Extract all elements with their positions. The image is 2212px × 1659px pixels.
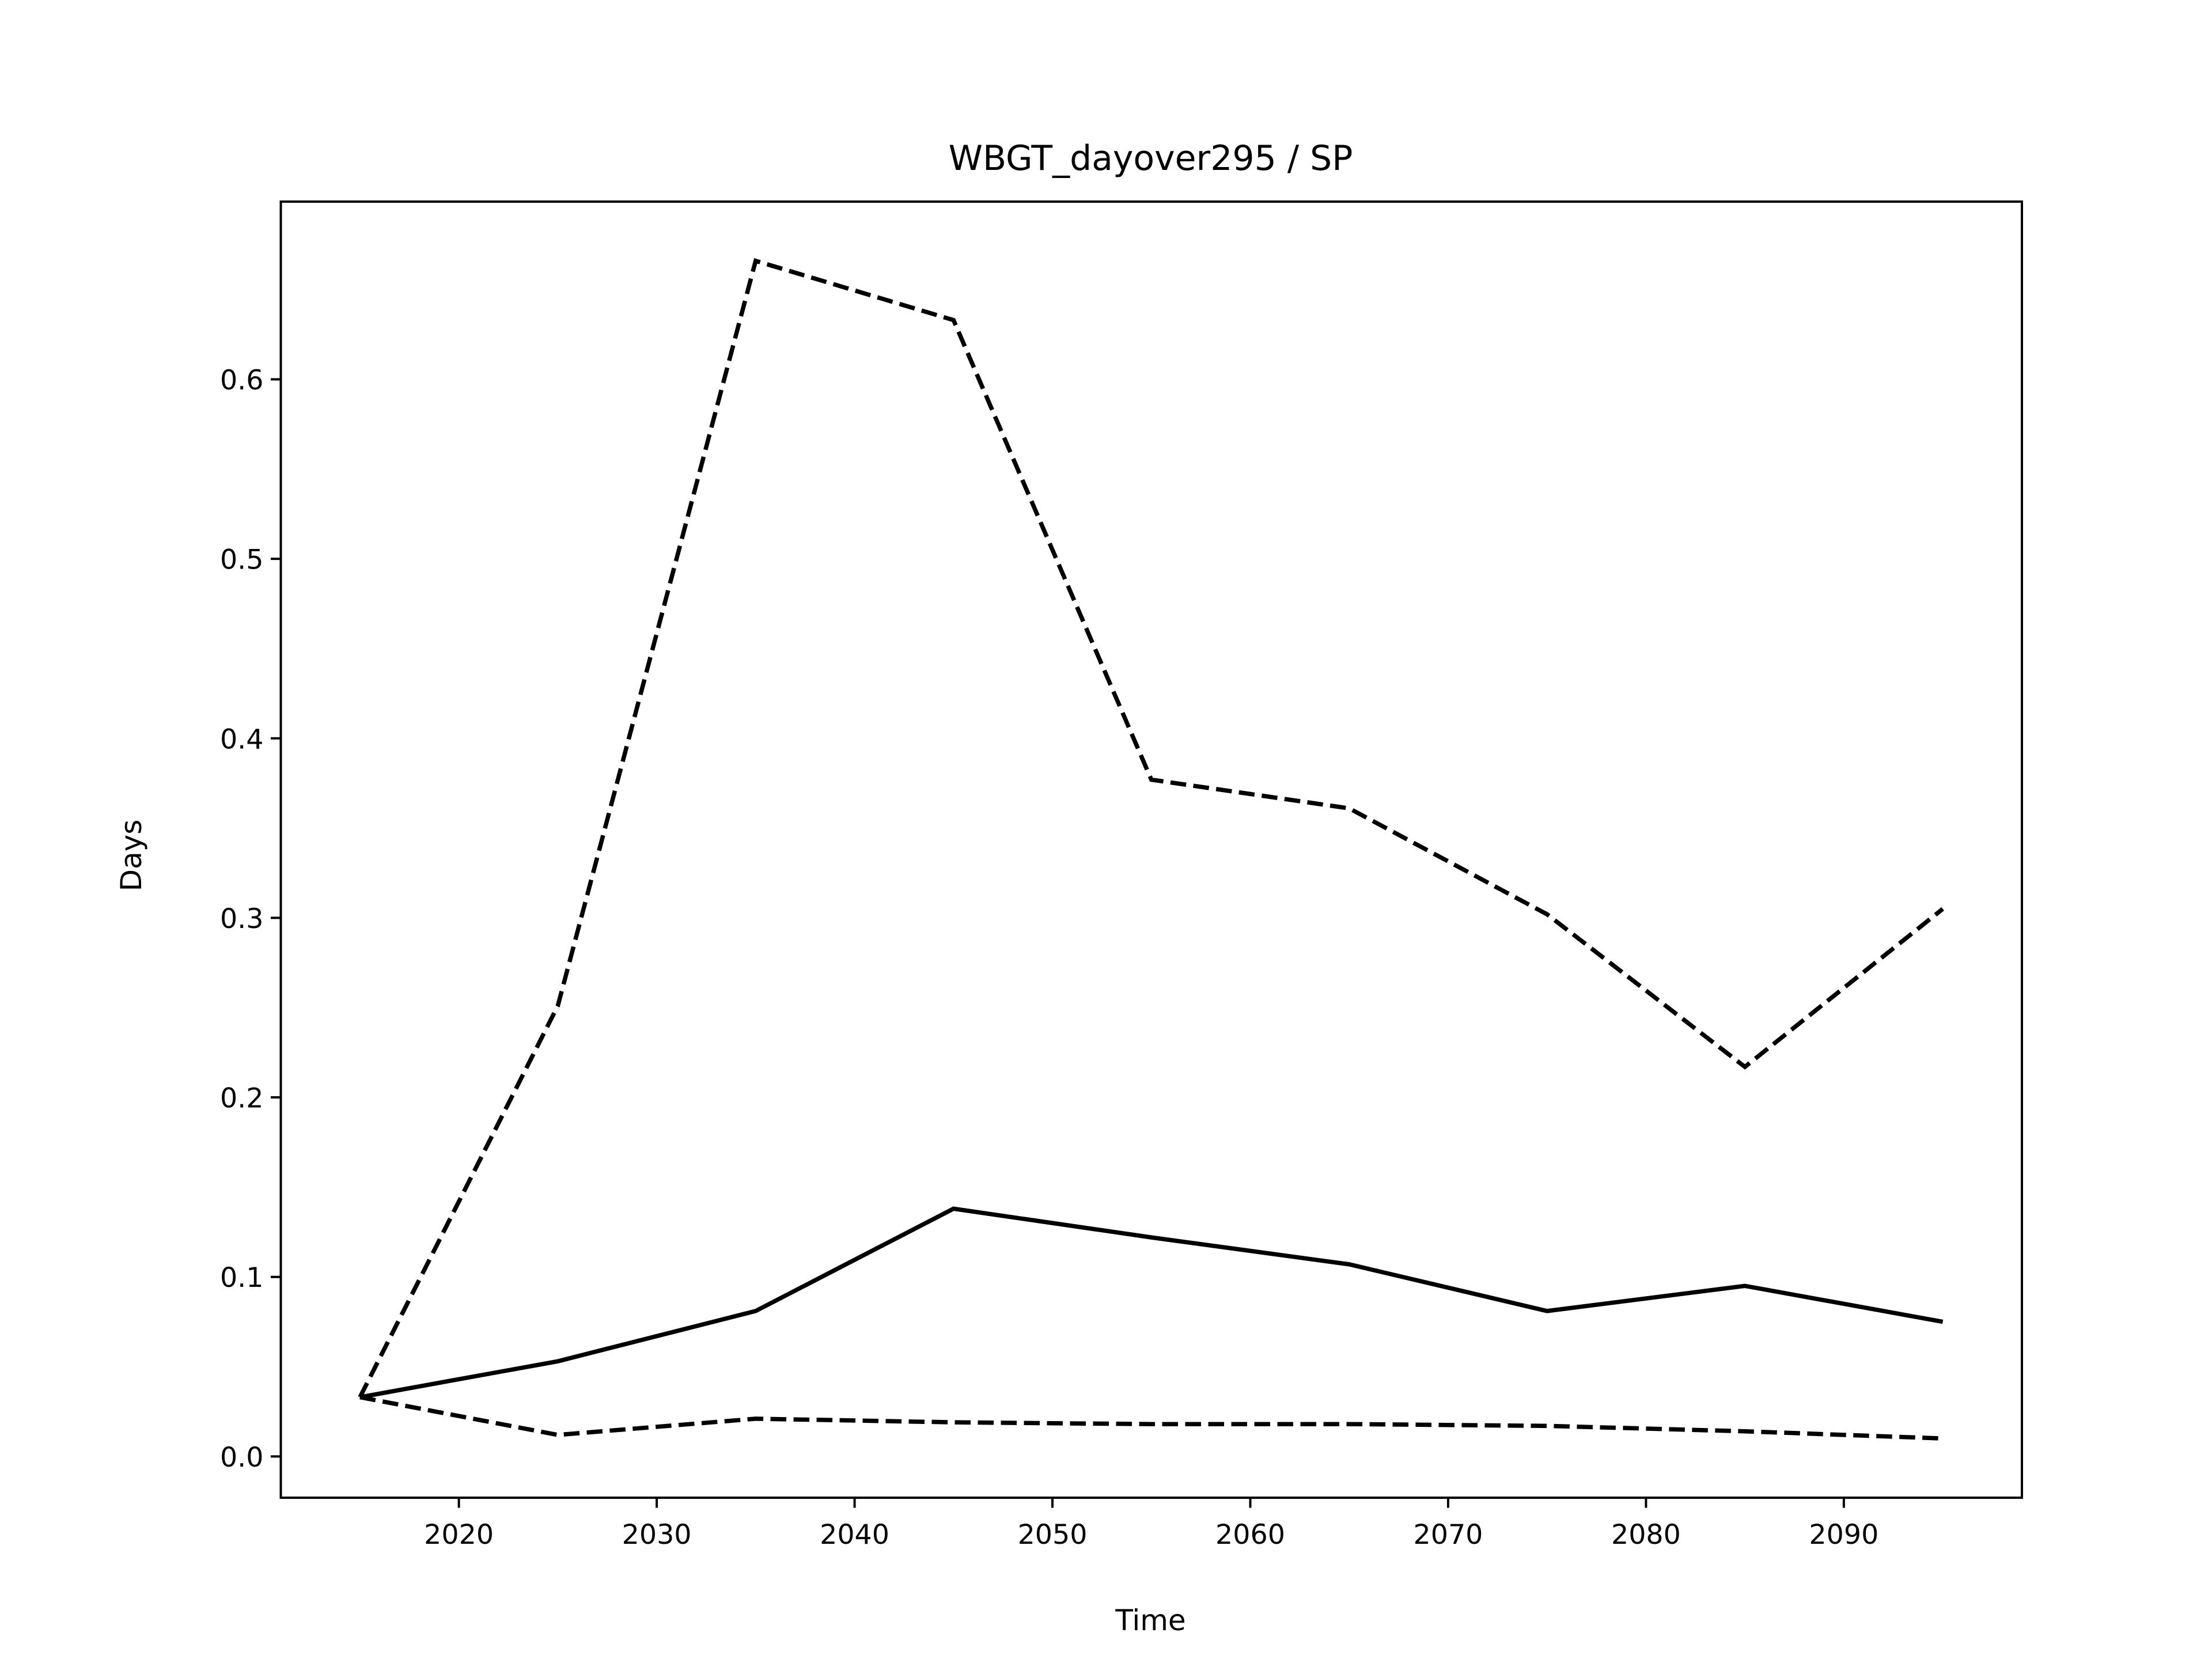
plot-frame — [279, 200, 2023, 1499]
y-tick-label: 0.5 — [220, 544, 264, 576]
y-tick-label: 0.2 — [220, 1083, 264, 1115]
x-tick-label: 2080 — [1611, 1519, 1681, 1551]
y-axis-label: Days — [115, 820, 148, 892]
x-axis-label: Time — [1115, 1604, 1185, 1637]
x-tick-label: 2090 — [1809, 1519, 1878, 1551]
line-series — [359, 1395, 1943, 1441]
y-tick-label: 0.3 — [220, 903, 264, 935]
x-tick-label: 2050 — [1018, 1519, 1088, 1551]
y-tick-label: 0.0 — [220, 1442, 264, 1474]
x-tick-label: 2070 — [1414, 1519, 1483, 1551]
x-tick-label: 2020 — [424, 1519, 494, 1551]
line-series — [358, 258, 1944, 1399]
line-series — [359, 1206, 1944, 1400]
y-tick-label: 0.6 — [220, 365, 264, 396]
y-tick-label: 0.4 — [220, 724, 264, 755]
y-tick-label: 0.1 — [220, 1262, 264, 1294]
x-tick-label: 2030 — [622, 1519, 692, 1551]
x-tick-label: 2040 — [820, 1519, 889, 1551]
x-tick-label: 2060 — [1215, 1519, 1285, 1551]
chart-title: WBGT_dayover295 / SP — [949, 138, 1353, 179]
